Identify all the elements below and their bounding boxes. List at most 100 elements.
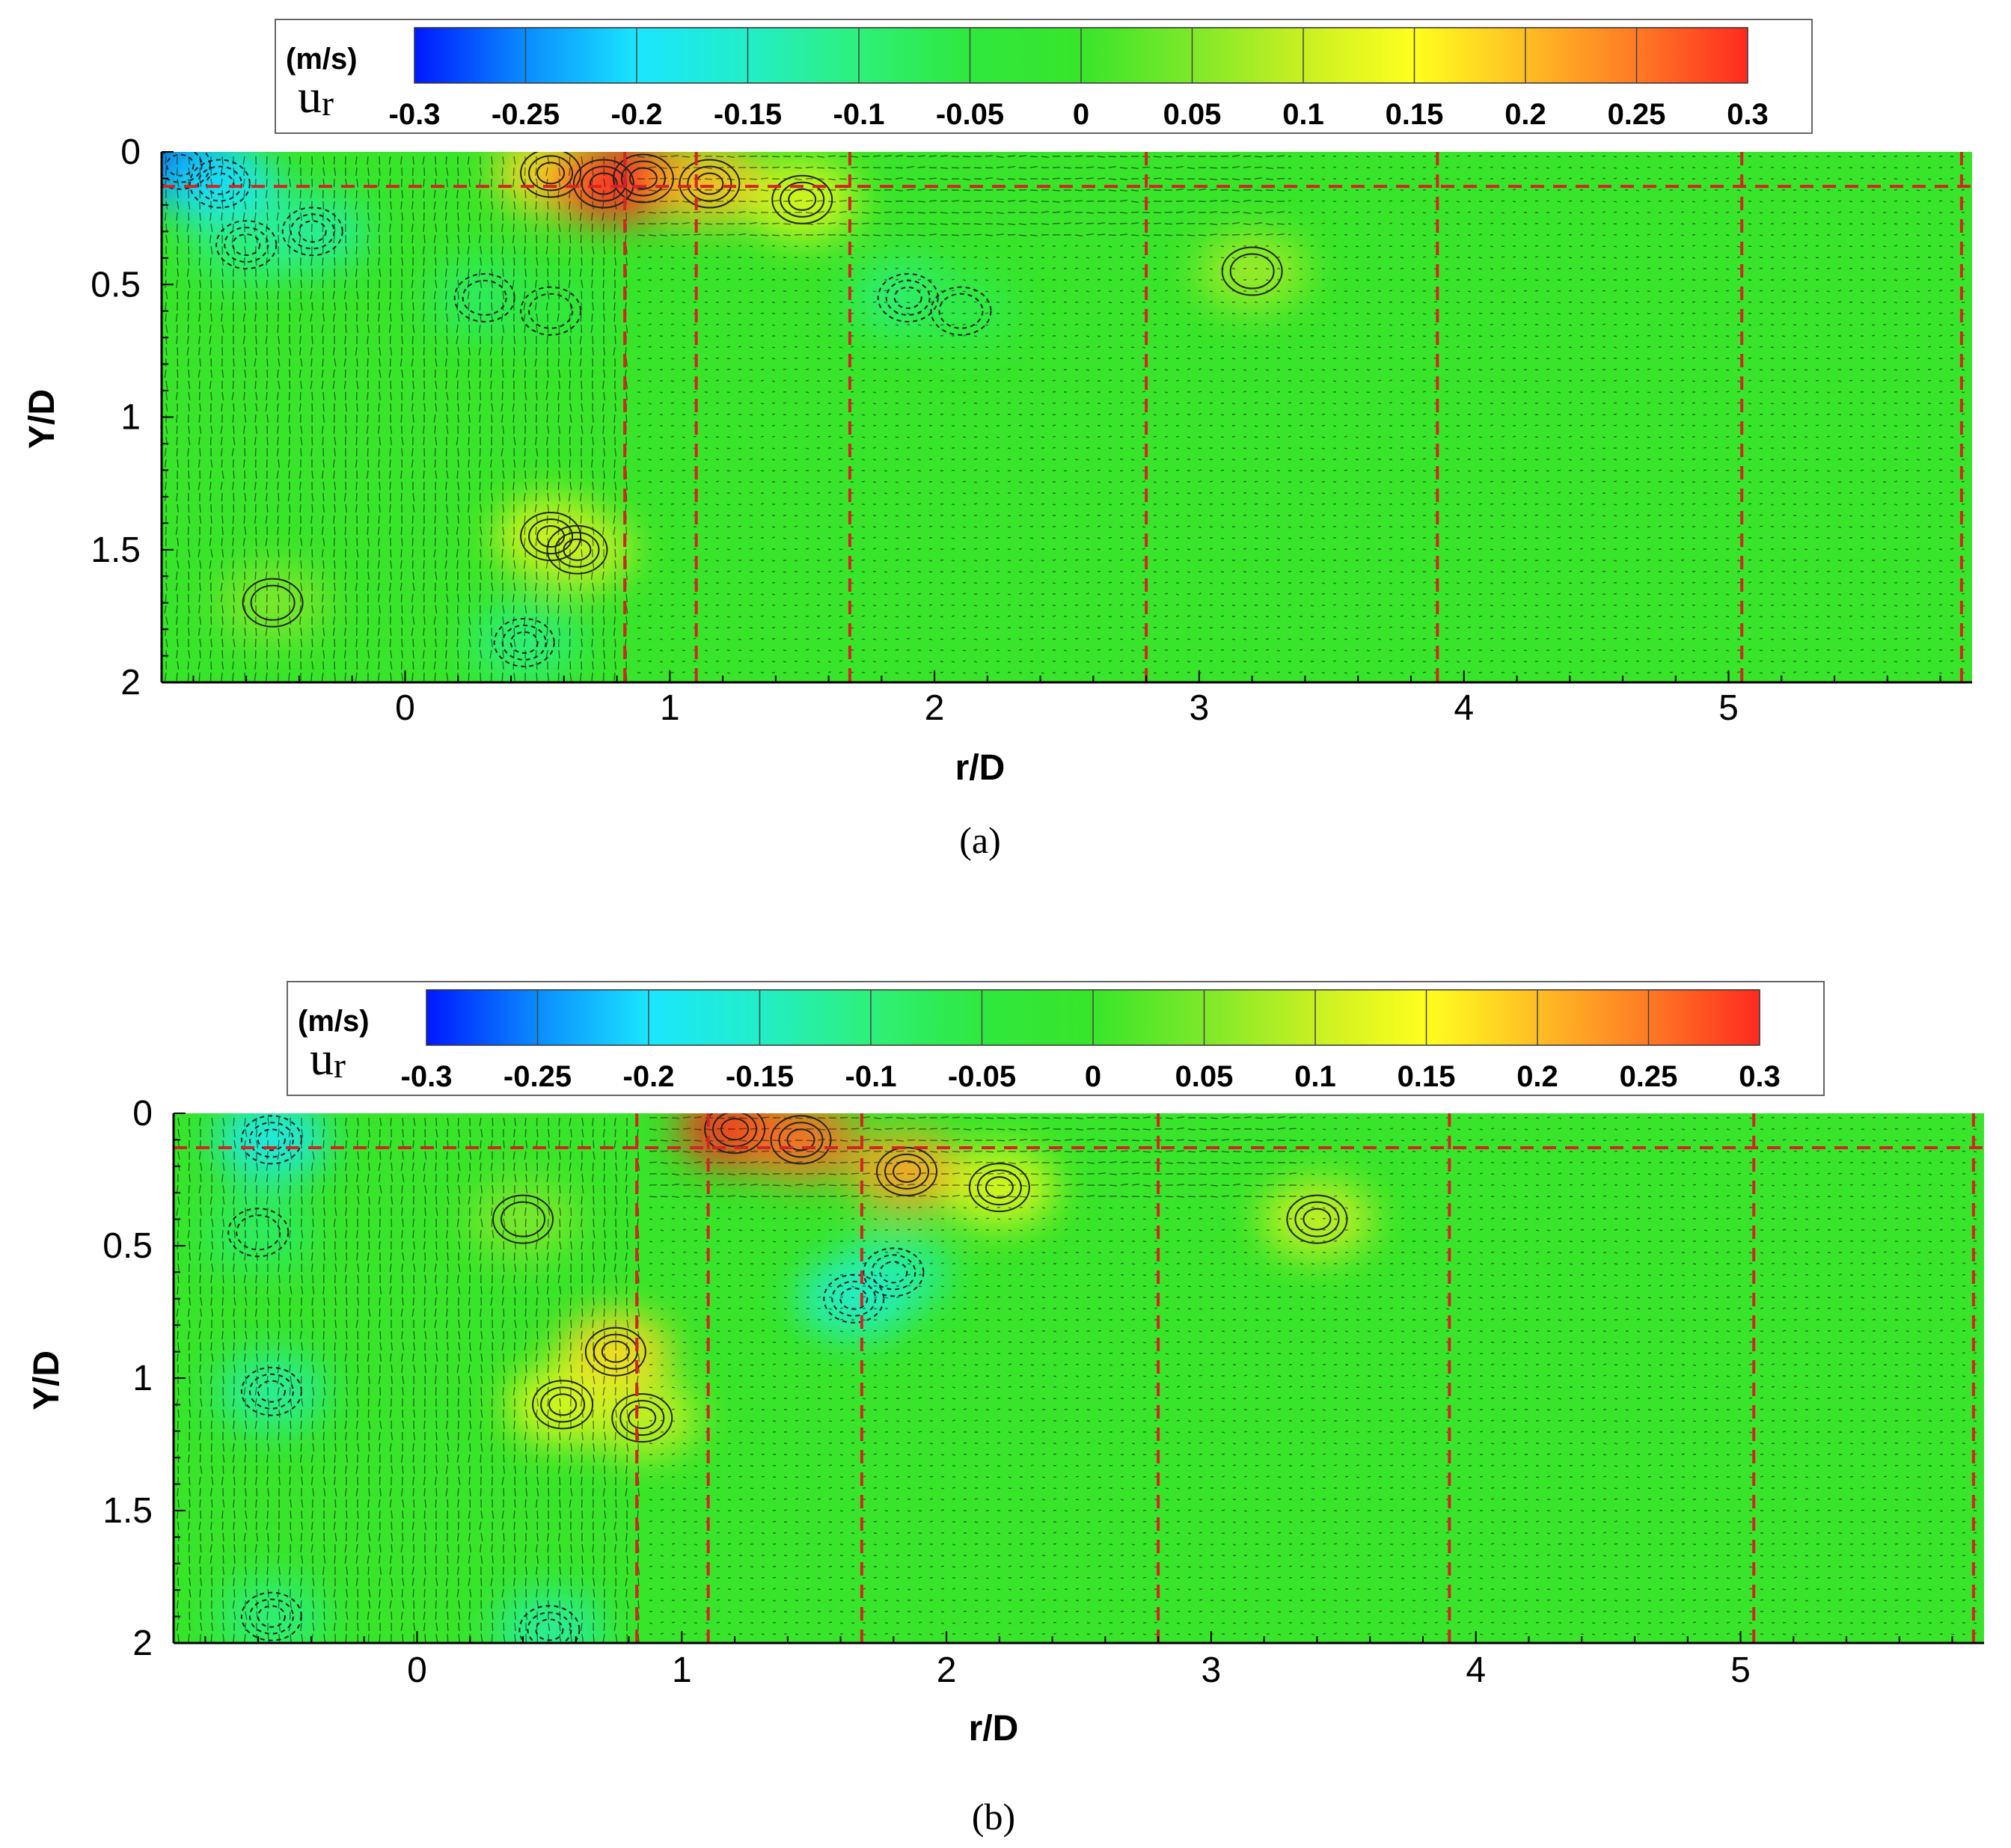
contour-loop (250, 584, 296, 621)
vector-field (176, 1116, 1977, 1643)
contour-loop (205, 172, 234, 195)
contour-loop (189, 159, 251, 209)
panel-caption-b: (b) (972, 1796, 1015, 1838)
y-tick-label: 1 (120, 398, 141, 438)
contour-loop (968, 1163, 1030, 1213)
x-tick-label: 0 (407, 1650, 427, 1690)
x-tick-label: 1 (660, 688, 680, 728)
colorbar-symbol: ur (310, 1032, 346, 1086)
x-tick-label: 2 (925, 688, 945, 728)
y-tick-label: 0.5 (102, 1226, 153, 1266)
contour-loop (1294, 1201, 1340, 1237)
field-region (256, 192, 369, 271)
contour-loop (493, 617, 555, 667)
contour-loop (248, 1373, 294, 1410)
colorbar-symbol-sub: r (322, 84, 334, 123)
y-tick-label: 0 (132, 1094, 153, 1133)
contour-loop (687, 165, 732, 202)
contour-loop (509, 631, 539, 654)
x-tick-label: 4 (1454, 688, 1474, 728)
contour-loop (528, 518, 574, 555)
reference-lines (174, 1113, 1984, 1643)
contour-loop (619, 1400, 665, 1437)
contour-loop (985, 1176, 1014, 1199)
y-axis-label: Y/D (22, 389, 62, 449)
contour-loop (786, 1128, 815, 1151)
y-tick-label: 2 (120, 663, 141, 703)
contour-loop (527, 1612, 572, 1643)
colorbar-tick-label: -0.1 (833, 98, 885, 131)
colorbar-tick-label: 0.15 (1398, 1060, 1456, 1093)
colorbar-tick-label: -0.15 (714, 98, 782, 131)
x-axis-label: r/D (955, 748, 1006, 788)
colorbar-tick-label: 0 (1085, 1060, 1101, 1093)
contour-loop (1286, 1194, 1348, 1244)
colorbar-tick-label: 0.25 (1620, 1060, 1678, 1093)
x-tick-label: 5 (1730, 1650, 1751, 1690)
contour-loop (778, 1122, 824, 1158)
colorbar-tick-label: -0.15 (726, 1060, 794, 1093)
contour-loop (831, 1280, 877, 1317)
contour-loop (536, 162, 566, 185)
contour-loop (893, 286, 922, 309)
contour-loop (1229, 253, 1275, 290)
x-tick-label: 4 (1466, 1650, 1486, 1690)
field-region (521, 510, 634, 589)
field-region (798, 1259, 910, 1338)
contour-loop (518, 1605, 581, 1643)
contour-loop (780, 181, 825, 218)
colorbar-tick-label: 0.05 (1175, 1060, 1234, 1093)
x-tick-label: 3 (1190, 688, 1210, 728)
contour-loop (593, 1333, 638, 1370)
y-tick-label: 1.5 (91, 530, 141, 570)
panel-a: (m/s) ur -0.3 -0.25 -0.2 -0.15 -0.1 -0.05 0 0.0… (22, 19, 1972, 861)
field-region (467, 1180, 580, 1258)
contour-lines (227, 1113, 1348, 1643)
contour-loop (240, 1366, 302, 1416)
contour-loop (528, 155, 574, 192)
colorbar-ticks: -0.3 -0.25 -0.2 -0.15 -0.1 -0.05 0 0.05 0.1 0.15 0… (389, 28, 1769, 131)
contour-loop (257, 1605, 286, 1628)
contour-loop (823, 1273, 885, 1324)
colorbar-tick-label: -0.3 (401, 1060, 453, 1093)
colorbar-tick-label: 0.25 (1608, 98, 1666, 131)
colorbar-tick-label: -0.1 (845, 1060, 897, 1093)
field-region (495, 272, 607, 350)
contour-loop (236, 1214, 281, 1251)
contour-loop (165, 153, 195, 177)
field-background (174, 1113, 1984, 1643)
field-layer (174, 1113, 1984, 1643)
field-layer (162, 152, 1972, 682)
colorbar-unit: (m/s) (286, 43, 358, 76)
contour-loop (224, 227, 269, 263)
colorbar-ticks: -0.3 -0.25 -0.2 -0.15 -0.1 -0.05 0 0.05 0.1 0.15 0… (401, 990, 1781, 1093)
contour-loop (501, 1201, 546, 1237)
contour-loop (601, 1340, 630, 1363)
colorbar-symbol-sub: r (334, 1046, 346, 1086)
contour-loop (546, 524, 608, 575)
contour-loop (298, 220, 327, 243)
colorbar-tick-label: -0.05 (936, 98, 1004, 131)
contour-loop (720, 1118, 750, 1141)
contour-loop (528, 293, 574, 329)
contour-loop (885, 279, 931, 316)
contour-loop (248, 1122, 294, 1158)
field-region (215, 1577, 328, 1643)
contour-loop (492, 1194, 554, 1244)
y-axis-label: Y/D (27, 1350, 67, 1410)
contour-loop (248, 1598, 294, 1635)
contour-loop (876, 1146, 938, 1196)
contour-loop (930, 286, 992, 336)
contour-loop (462, 279, 507, 316)
colorbar-symbol: ur (298, 70, 334, 123)
contour-loop (548, 1393, 578, 1416)
x-tick-label: 3 (1202, 1650, 1222, 1690)
contour-loop (532, 1380, 594, 1430)
field-region (943, 1148, 1056, 1227)
contour-loop (628, 167, 658, 190)
contour-loop (563, 538, 592, 561)
contour-loop (197, 165, 242, 202)
colorbar-tick-label: -0.25 (503, 1060, 572, 1093)
field-region (202, 1193, 315, 1272)
